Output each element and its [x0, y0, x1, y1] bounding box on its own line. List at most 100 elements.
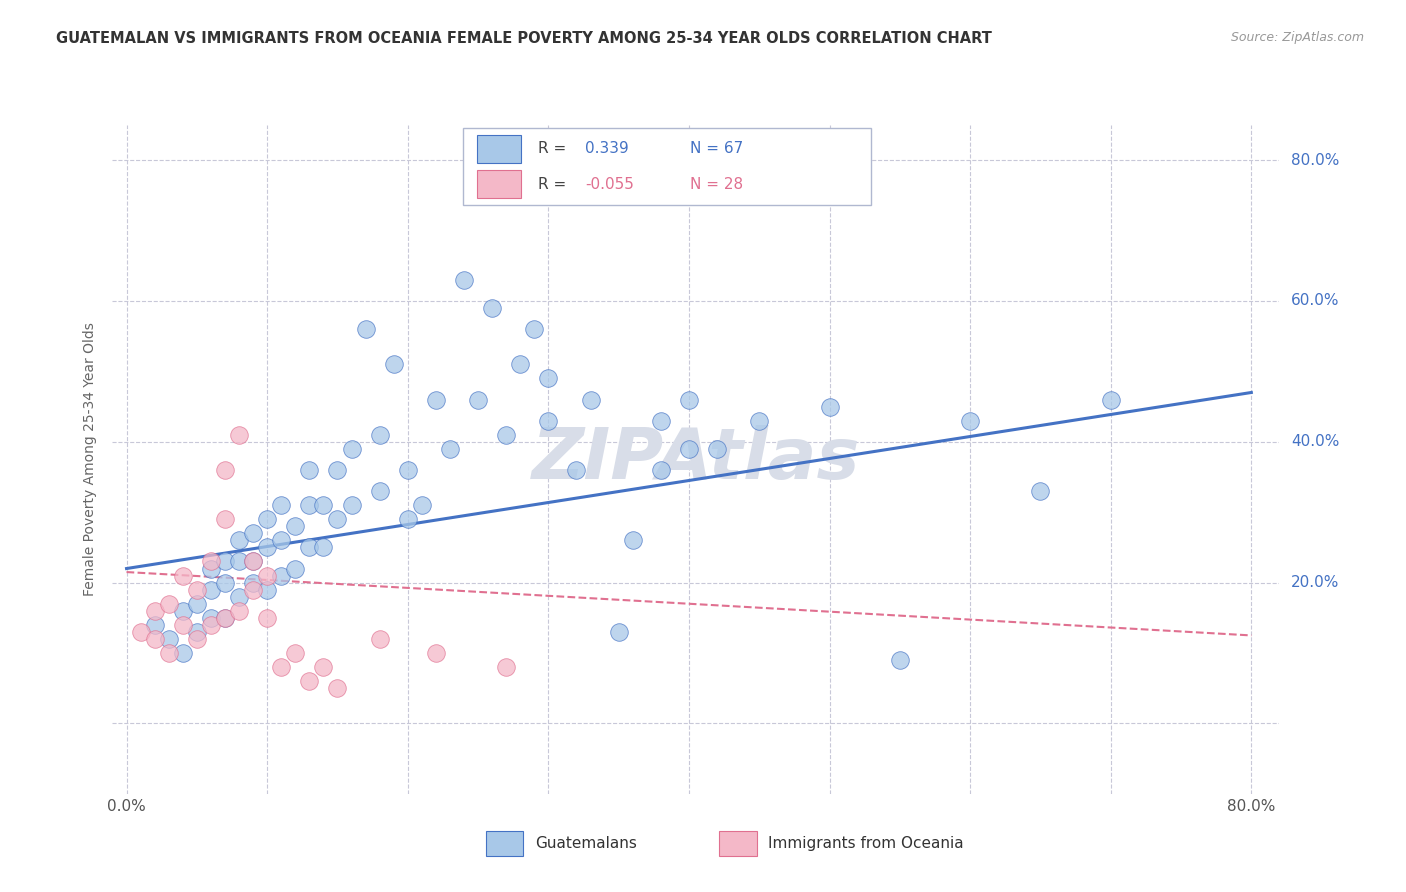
Text: R =: R = [538, 142, 567, 156]
Point [368, 484, 391, 499]
Point [326, 512, 349, 526]
Point [354, 322, 377, 336]
Point [256, 611, 278, 625]
Point [340, 442, 363, 456]
Point [425, 392, 447, 407]
Text: 60.0%: 60.0% [1291, 293, 1340, 309]
Point [579, 392, 602, 407]
Point [214, 554, 236, 568]
Point [172, 568, 194, 582]
Point [368, 632, 391, 646]
Point [214, 611, 236, 625]
Point [186, 624, 208, 639]
Text: Immigrants from Oceania: Immigrants from Oceania [768, 836, 965, 851]
Point [298, 674, 321, 689]
Point [411, 498, 433, 512]
Bar [477, 135, 520, 163]
Point [228, 427, 250, 442]
Text: ZIPAtlas: ZIPAtlas [531, 425, 860, 494]
Point [396, 463, 419, 477]
Point [256, 582, 278, 597]
Point [214, 463, 236, 477]
Point [326, 463, 349, 477]
Point [453, 273, 475, 287]
Point [228, 554, 250, 568]
Point [607, 624, 630, 639]
Point [298, 463, 321, 477]
Point [439, 442, 461, 456]
Point [228, 590, 250, 604]
Point [1029, 484, 1052, 499]
Point [157, 632, 180, 646]
Point [396, 512, 419, 526]
Point [200, 554, 222, 568]
Point [200, 618, 222, 632]
Point [242, 554, 264, 568]
Point [186, 597, 208, 611]
Point [495, 660, 517, 674]
Point [650, 414, 672, 428]
Point [537, 371, 560, 385]
Point [312, 541, 335, 555]
Text: N = 28: N = 28 [690, 177, 744, 192]
Point [200, 561, 222, 575]
Point [256, 512, 278, 526]
Point [298, 541, 321, 555]
Point [889, 653, 911, 667]
Point [621, 533, 644, 548]
Point [256, 568, 278, 582]
Bar [720, 830, 756, 856]
Point [242, 575, 264, 590]
Point [172, 618, 194, 632]
Point [186, 632, 208, 646]
Point [214, 611, 236, 625]
Point [172, 604, 194, 618]
Bar [477, 170, 520, 198]
Point [270, 498, 292, 512]
Text: 0.339: 0.339 [585, 142, 628, 156]
Point [678, 392, 700, 407]
Point [172, 646, 194, 660]
Text: Source: ZipAtlas.com: Source: ZipAtlas.com [1230, 31, 1364, 45]
Point [509, 357, 531, 371]
Point [143, 604, 166, 618]
Point [256, 541, 278, 555]
Point [467, 392, 489, 407]
Point [678, 442, 700, 456]
Point [143, 632, 166, 646]
Point [523, 322, 546, 336]
Point [214, 575, 236, 590]
Bar [486, 830, 523, 856]
Text: Guatemalans: Guatemalans [534, 836, 637, 851]
Point [537, 414, 560, 428]
Point [228, 604, 250, 618]
Point [382, 357, 405, 371]
Point [228, 533, 250, 548]
Text: 40.0%: 40.0% [1291, 434, 1340, 450]
Point [157, 646, 180, 660]
Point [143, 618, 166, 632]
Text: N = 67: N = 67 [690, 142, 744, 156]
Point [481, 301, 503, 315]
Point [425, 646, 447, 660]
Point [242, 554, 264, 568]
Point [818, 400, 841, 414]
Point [214, 512, 236, 526]
Point [157, 597, 180, 611]
Point [1099, 392, 1122, 407]
Point [368, 427, 391, 442]
Point [200, 611, 222, 625]
Point [650, 463, 672, 477]
Point [284, 519, 307, 533]
Point [270, 568, 292, 582]
Point [270, 660, 292, 674]
Point [326, 681, 349, 696]
Point [242, 582, 264, 597]
Point [340, 498, 363, 512]
Y-axis label: Female Poverty Among 25-34 Year Olds: Female Poverty Among 25-34 Year Olds [83, 322, 97, 597]
Point [495, 427, 517, 442]
Text: 80.0%: 80.0% [1291, 153, 1340, 168]
Point [748, 414, 770, 428]
Text: GUATEMALAN VS IMMIGRANTS FROM OCEANIA FEMALE POVERTY AMONG 25-34 YEAR OLDS CORRE: GUATEMALAN VS IMMIGRANTS FROM OCEANIA FE… [56, 31, 993, 46]
Point [959, 414, 981, 428]
